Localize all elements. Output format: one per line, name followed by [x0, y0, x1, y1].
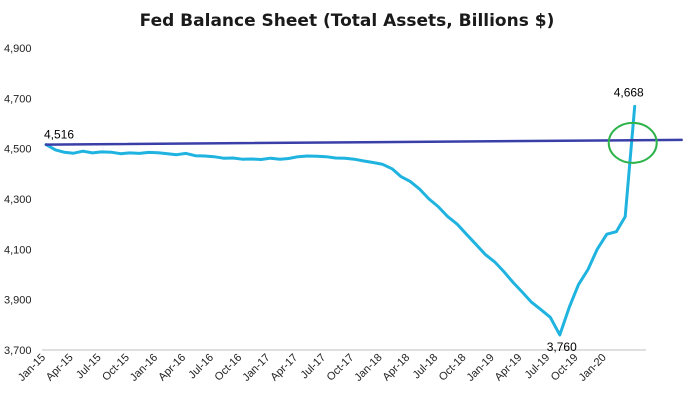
x-tick-label: Oct-19 [549, 352, 581, 384]
data-label: 4,516 [44, 128, 74, 142]
x-tick-label: Oct-15 [100, 352, 132, 384]
x-tick-label: Jul-16 [186, 352, 216, 382]
x-axis: Jan-15Apr-15Jul-15Oct-15Jan-16Apr-16Jul-… [16, 349, 646, 384]
y-tick-label: 3,700 [4, 345, 32, 357]
annotation-layer: 4,516 3,760 4,668 [44, 85, 658, 354]
x-tick-label: Apr-19 [493, 352, 525, 384]
x-tick-label: Apr-16 [156, 352, 188, 384]
total-assets-line [44, 104, 637, 337]
y-tick-label: 4,300 [4, 194, 32, 206]
y-tick-label: 4,700 [4, 93, 32, 105]
y-axis: 3,700 3,900 4,100 4,300 4,500 4,700 4,900 [4, 43, 32, 357]
x-tick-label: Apr-17 [268, 352, 300, 384]
y-tick-label: 4,500 [4, 144, 32, 156]
x-tick-label: Oct-16 [213, 352, 245, 384]
x-tick-label: Apr-18 [381, 352, 413, 384]
data-label: 4,668 [614, 85, 644, 99]
data-label: 3,760 [547, 340, 577, 354]
x-tick-label: Apr-15 [44, 352, 76, 384]
x-tick-label: Jan-19 [465, 352, 497, 384]
y-tick-label: 4,100 [4, 244, 32, 256]
highlight-ellipse [607, 121, 658, 164]
x-tick-label: Jan-17 [240, 352, 272, 384]
reference-line [44, 138, 683, 146]
x-tick-label: Jul-18 [411, 352, 441, 382]
x-tick-label: Jul-17 [299, 352, 329, 382]
series-layer [44, 104, 683, 337]
y-tick-label: 3,900 [4, 295, 32, 307]
chart-title: Fed Balance Sheet (Total Assets, Billion… [140, 11, 555, 31]
x-tick-label: Jan-18 [352, 352, 384, 384]
x-tick-label: Jul-19 [523, 352, 553, 382]
x-tick-label: Jan-16 [128, 352, 160, 384]
x-tick-label: Jan-20 [577, 352, 609, 384]
x-tick-label: Oct-17 [325, 352, 357, 384]
x-tick-label: Oct-18 [437, 352, 469, 384]
y-tick-label: 4,900 [4, 43, 32, 55]
x-tick-label: Jul-15 [74, 352, 104, 382]
